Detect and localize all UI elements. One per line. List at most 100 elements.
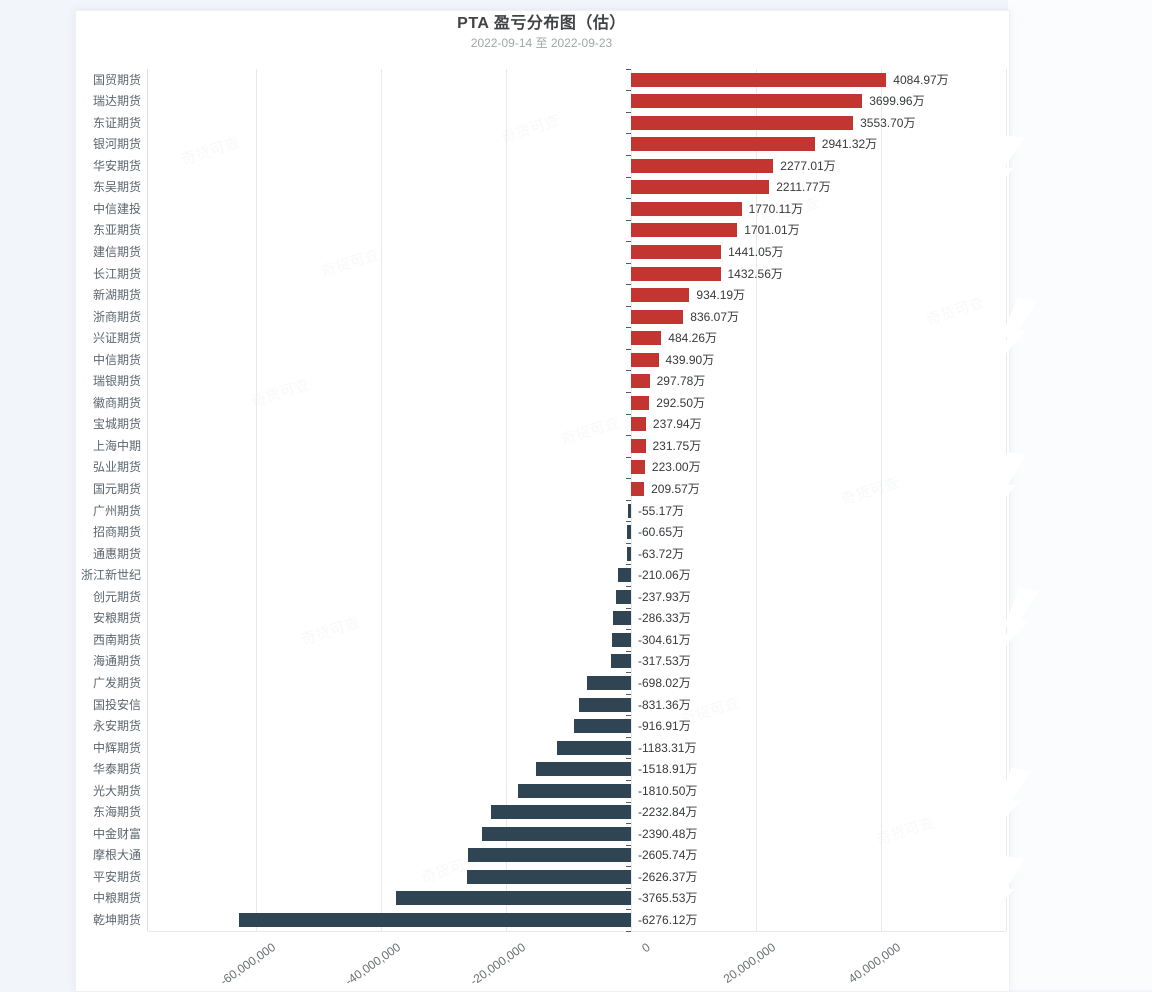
- value-label: 209.57万: [651, 482, 700, 496]
- x-gridline: [256, 69, 257, 931]
- value-label: -2232.84万: [638, 805, 698, 820]
- value-label: 934.19万: [696, 288, 746, 302]
- bar[interactable]: [631, 460, 645, 475]
- x-gridline: [506, 69, 507, 931]
- category-label: 建信期货: [92, 244, 141, 259]
- value-label: -210.06万: [638, 568, 691, 583]
- value-label: -60.65万: [638, 525, 685, 540]
- category-label: 上海中期: [92, 438, 141, 453]
- bar[interactable]: [468, 848, 631, 863]
- category-label: 徽商期货: [92, 395, 141, 410]
- category-label: 创元期货: [92, 589, 141, 604]
- bar[interactable]: [631, 158, 774, 173]
- watermark-text: 奇货可查: [839, 474, 902, 509]
- bar[interactable]: [627, 503, 631, 518]
- value-label: 231.75万: [652, 438, 702, 453]
- y-axis-tick: [626, 736, 631, 738]
- y-axis-tick: [626, 198, 631, 199]
- value-label: -1518.91万: [638, 762, 698, 777]
- y-axis-tick: [626, 478, 631, 480]
- category-label: 瑞银期货: [92, 374, 141, 389]
- bar[interactable]: [631, 137, 815, 152]
- watermark-text: 奇货可查: [179, 134, 242, 169]
- bar[interactable]: [536, 762, 631, 777]
- white-streak-artifact: [995, 586, 1039, 662]
- value-label: 1432.56万: [727, 266, 783, 281]
- bar[interactable]: [557, 740, 631, 755]
- value-label: 836.07万: [690, 309, 740, 324]
- bar[interactable]: [573, 719, 631, 733]
- category-label: 华安期货: [92, 158, 141, 173]
- y-axis-tick: [626, 607, 631, 609]
- value-label: 297.78万: [656, 374, 706, 389]
- bar[interactable]: [631, 395, 650, 410]
- x-axis-line: [148, 931, 1006, 932]
- category-label: 中信期货: [92, 352, 141, 367]
- bar[interactable]: [631, 72, 887, 87]
- bar[interactable]: [466, 869, 631, 884]
- bar[interactable]: [395, 891, 631, 906]
- category-label: 中信建投: [92, 201, 141, 216]
- value-label: -916.91万: [638, 719, 691, 733]
- value-label: -63.72万: [638, 546, 685, 561]
- bar[interactable]: [631, 180, 770, 195]
- value-label: 439.90万: [665, 352, 715, 367]
- bar[interactable]: [627, 525, 631, 540]
- y-axis-tick: [626, 499, 631, 501]
- bar[interactable]: [631, 115, 854, 130]
- bar[interactable]: [631, 288, 690, 302]
- value-label: -2390.48万: [638, 826, 698, 841]
- category-label: 国贸期货: [92, 72, 141, 87]
- bar[interactable]: [631, 438, 646, 453]
- y-axis-tick: [626, 456, 631, 458]
- y-axis-tick: [626, 370, 631, 372]
- y-axis-tick: [626, 154, 631, 156]
- watermark-text: 奇货可查: [499, 112, 562, 147]
- bar[interactable]: [631, 417, 646, 432]
- bar[interactable]: [587, 675, 631, 690]
- bar[interactable]: [631, 201, 742, 216]
- bar[interactable]: [613, 611, 631, 626]
- white-streak-artifact: [980, 133, 1024, 209]
- y-axis-tick: [626, 866, 631, 868]
- value-label: -3765.53万: [638, 891, 698, 906]
- value-label: 2211.77万: [776, 180, 831, 195]
- category-label: 宝城期货: [92, 417, 141, 432]
- bar[interactable]: [481, 826, 631, 841]
- category-label: 乾坤期货: [92, 913, 141, 927]
- bar[interactable]: [631, 309, 684, 324]
- bar[interactable]: [627, 546, 631, 561]
- y-axis-tick: [626, 90, 631, 92]
- bar[interactable]: [631, 482, 645, 496]
- bar[interactable]: [491, 805, 631, 820]
- y-axis-tick: [626, 585, 631, 587]
- bar[interactable]: [631, 94, 863, 109]
- bar[interactable]: [631, 374, 650, 389]
- y-axis-tick: [626, 930, 631, 932]
- bar[interactable]: [579, 697, 631, 712]
- bar[interactable]: [611, 654, 631, 669]
- y-axis-tick: [626, 758, 631, 760]
- value-label: -2626.37万: [638, 869, 698, 884]
- bar[interactable]: [631, 266, 721, 281]
- bar[interactable]: [517, 783, 631, 798]
- bar[interactable]: [616, 589, 631, 604]
- y-axis-tick: [626, 909, 631, 911]
- value-label: 3699.96万: [869, 94, 925, 109]
- bar[interactable]: [617, 568, 631, 583]
- bar[interactable]: [631, 244, 722, 259]
- y-axis-tick: [626, 801, 631, 803]
- category-label: 浙江新世纪: [80, 568, 141, 583]
- bar[interactable]: [238, 913, 631, 927]
- bar[interactable]: [612, 632, 631, 647]
- bar[interactable]: [631, 331, 662, 346]
- category-label: 西南期货: [92, 632, 141, 647]
- bar[interactable]: [631, 352, 659, 367]
- y-axis-tick: [626, 262, 631, 264]
- bar[interactable]: [631, 223, 738, 238]
- y-axis-tick: [626, 241, 631, 243]
- x-gridline: [881, 69, 882, 931]
- x-axis-tick-label: -20,000,000: [467, 940, 529, 989]
- value-label: -286.33万: [638, 611, 691, 626]
